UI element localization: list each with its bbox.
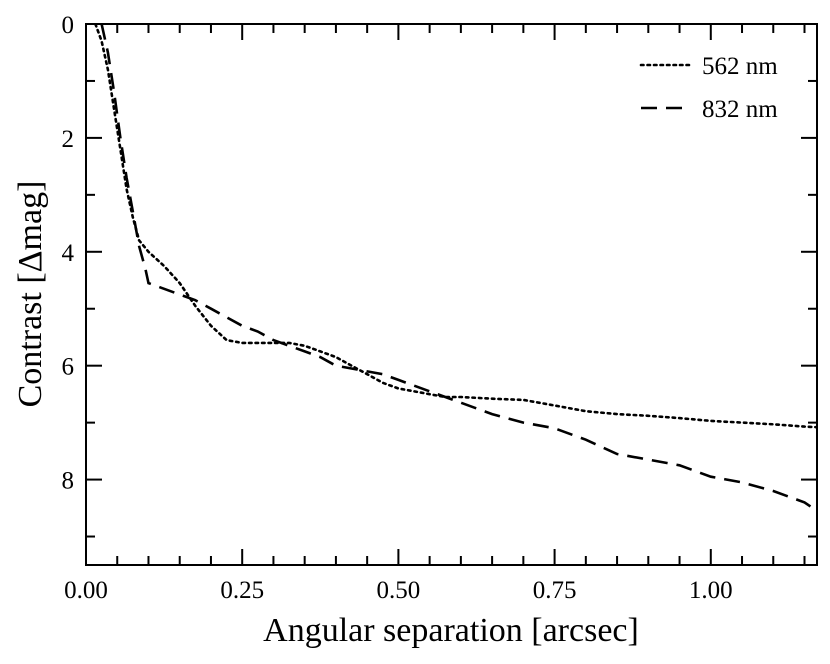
y-tick-label: 0 [62, 12, 75, 39]
y-tick-label: 2 [62, 126, 75, 153]
plot-frame [85, 23, 818, 566]
x-axis-title: Angular separation [arcsec] [263, 612, 639, 649]
y-tick-label: 6 [62, 354, 75, 381]
y-tick-label: 4 [62, 240, 75, 267]
series-line-562-nm [94, 24, 817, 429]
y-tick-label: 8 [62, 468, 75, 495]
legend-label: 832 nm [702, 96, 778, 123]
y-axis-title: Contrast [Δmag] [12, 181, 49, 408]
x-tick-label: 0.25 [220, 577, 264, 604]
legend: 562 nm 832 nm [639, 53, 778, 123]
x-tick-label: 1.00 [689, 577, 733, 604]
x-tick-label: 0.50 [377, 577, 421, 604]
series-line-832-nm [100, 24, 817, 512]
legend-label: 562 nm [702, 53, 778, 80]
x-tick-label: 0.00 [64, 577, 108, 604]
x-tick-label: 0.75 [533, 577, 577, 604]
